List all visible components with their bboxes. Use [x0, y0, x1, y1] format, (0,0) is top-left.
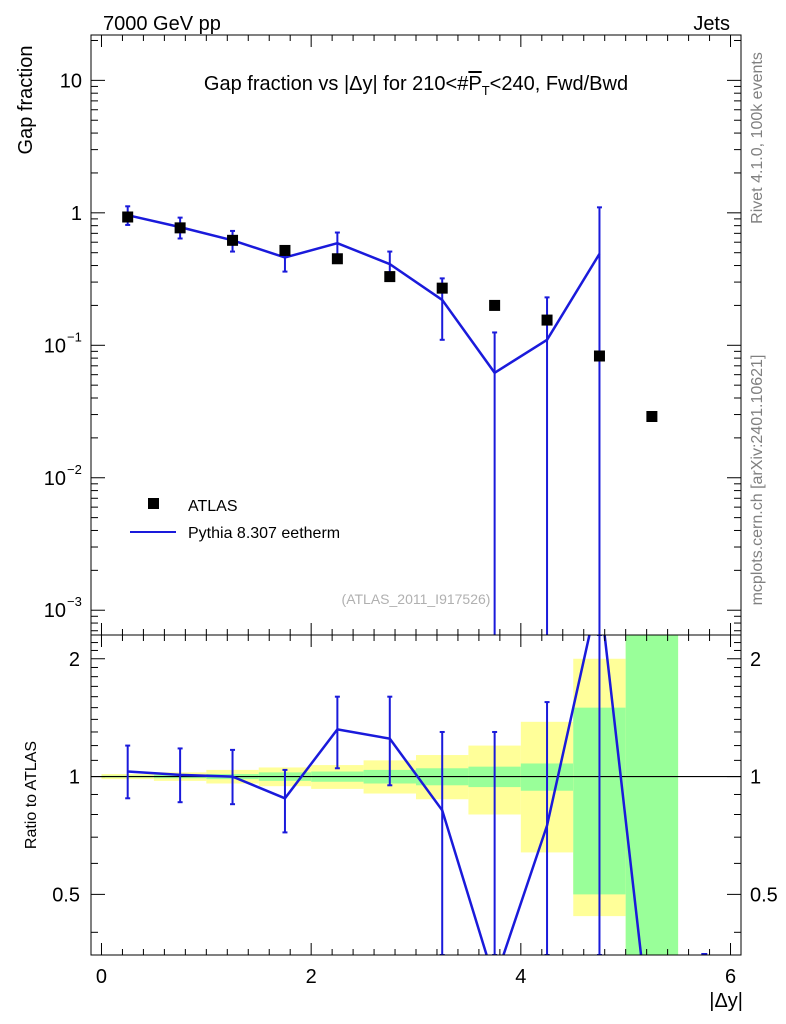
atlas-data-point	[489, 299, 501, 311]
legend: ATLAS Pythia 8.307 eetherm	[130, 498, 340, 542]
mcplots-source-label: mcplots.cern.ch [arXiv:2401.10621]	[749, 355, 766, 606]
ratio-y-tick-label-right: 0.5	[750, 884, 778, 906]
x-tick-label: 0	[96, 966, 107, 988]
ratio-uncertainty-bands	[101, 635, 679, 955]
ratio-y-axis-title: Ratio to ATLAS	[23, 741, 40, 849]
y-tick-label: 10	[44, 468, 66, 490]
data-series	[122, 211, 658, 423]
ratio-y-tick-label-right: 1	[750, 767, 761, 789]
pythia-line	[127, 213, 601, 375]
x-axis-title: |Δy|	[709, 990, 743, 1012]
stat-uncertainty-band	[625, 635, 679, 955]
rivet-version-label: Rivet 4.1.0, 100k events	[749, 52, 766, 224]
x-tick-label: 2	[306, 966, 317, 988]
atlas-data-point	[593, 350, 605, 362]
legend-pythia-label: Pythia 8.307 eetherm	[188, 525, 340, 542]
ratio-y-tick-label: 0.5	[52, 884, 80, 906]
atlas-data-point	[227, 234, 239, 246]
atlas-data-point	[279, 244, 291, 256]
atlas-data-point	[436, 282, 448, 294]
ratio-y-tick-label: 2	[69, 649, 80, 671]
atlas-data-point	[541, 314, 553, 326]
legend-atlas-marker	[148, 498, 159, 509]
ratio-y-tick-label-right: 2	[750, 649, 761, 671]
process-label: Jets	[693, 13, 730, 35]
y-tick-label: 10	[44, 335, 66, 357]
x-tick-label: 4	[515, 966, 526, 988]
y-axis-title: Gap fraction	[15, 46, 37, 155]
plot-title: Gap fraction vs |Δy| for 210<#PT<240, Fw…	[204, 73, 628, 98]
atlas-data-point	[646, 411, 658, 423]
y-tick-label: 10	[60, 70, 82, 92]
y-tick-exponent: −1	[67, 329, 82, 344]
energy-label: 7000 GeV pp	[103, 13, 221, 35]
y-tick-label: 1	[71, 203, 82, 225]
atlas-data-point	[384, 271, 396, 283]
legend-atlas-label: ATLAS	[188, 498, 238, 515]
atlas-data-point	[331, 253, 343, 265]
mc-series	[125, 205, 602, 635]
ratio-y-tick-label: 1	[69, 767, 80, 789]
atlas-data-point	[122, 211, 134, 223]
atlas-data-point	[174, 222, 186, 234]
y-tick-exponent: −3	[67, 594, 82, 609]
y-tick-exponent: −2	[67, 462, 82, 477]
x-tick-label: 6	[725, 966, 736, 988]
analysis-watermark: (ATLAS_2011_I917526)	[342, 591, 491, 607]
y-tick-label: 10	[44, 600, 66, 622]
main-frame	[90, 34, 742, 636]
ratio-series	[125, 635, 708, 955]
